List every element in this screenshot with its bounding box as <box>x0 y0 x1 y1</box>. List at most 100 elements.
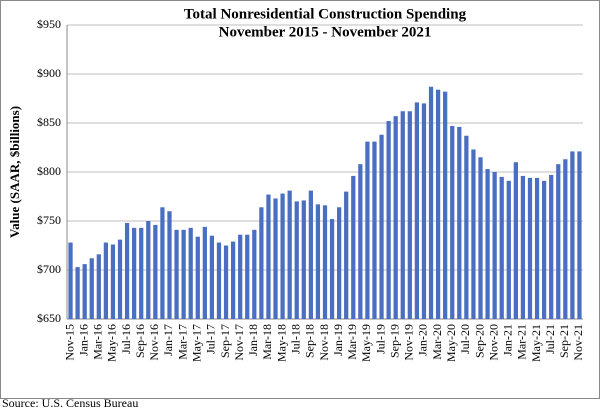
bar <box>160 207 165 319</box>
source-note: Source: U.S. Census Bureau <box>2 396 138 410</box>
x-tick-label: Jul-16 <box>119 324 133 354</box>
x-tick-label: Jul-19 <box>373 324 387 354</box>
bar <box>216 242 222 319</box>
chart-subtitle: November 2015 - November 2021 <box>219 24 432 40</box>
bar <box>492 172 497 319</box>
x-tick-label: Nov-20 <box>486 324 500 361</box>
bar <box>195 236 200 319</box>
bar <box>351 175 356 319</box>
x-tick-label: Mar-19 <box>345 324 359 360</box>
x-tick-label: Mar-20 <box>430 324 444 360</box>
bar <box>280 193 285 319</box>
x-tick-label: May-18 <box>274 324 288 362</box>
x-tick-label: Nov-18 <box>317 324 331 361</box>
bar <box>520 175 526 319</box>
bar <box>570 151 575 319</box>
bar <box>407 111 412 320</box>
x-tick-label: Jan-21 <box>501 324 515 356</box>
bar <box>287 190 292 319</box>
x-tick-label: Jan-17 <box>161 324 175 356</box>
x-tick-label: Sep-18 <box>303 324 317 358</box>
bar <box>400 111 405 320</box>
bar <box>301 200 306 319</box>
bar <box>428 86 434 320</box>
bar <box>75 267 80 319</box>
bar <box>181 229 186 319</box>
y-tick-label: $950 <box>37 17 61 31</box>
y-tick-label: $850 <box>37 115 61 129</box>
x-tick-label: May-17 <box>190 324 204 362</box>
bar <box>252 229 257 319</box>
x-tick-label: Jan-16 <box>76 324 90 356</box>
x-tick-label: Mar-16 <box>91 324 105 360</box>
x-tick-label: May-19 <box>359 324 373 362</box>
bar <box>443 91 448 319</box>
x-tick-label: Mar-18 <box>260 324 274 360</box>
x-tick-label: Nov-17 <box>232 324 246 361</box>
bar <box>117 239 123 319</box>
x-tick-label: Nov-16 <box>147 324 161 361</box>
x-tick-label: Jan-18 <box>246 324 260 356</box>
bar <box>188 227 193 319</box>
bar <box>563 159 568 319</box>
bar <box>259 207 264 319</box>
bar <box>577 151 582 319</box>
bar <box>209 235 215 319</box>
bar <box>556 164 561 319</box>
bar <box>202 226 207 319</box>
x-tick-label: Mar-21 <box>515 324 529 360</box>
bar <box>471 149 476 319</box>
bar <box>82 264 87 319</box>
bar <box>103 242 108 319</box>
x-tick-label: Jul-21 <box>543 324 557 354</box>
x-tick-label: Mar-17 <box>175 324 189 360</box>
x-tick-label: May-16 <box>105 324 119 362</box>
bar <box>308 190 313 319</box>
bar <box>139 227 144 319</box>
bar <box>542 180 547 319</box>
bar <box>167 211 172 319</box>
bar <box>457 126 462 319</box>
bar <box>329 219 335 319</box>
bar <box>124 222 130 319</box>
y-tick-label: $750 <box>37 213 61 227</box>
bar <box>245 234 250 319</box>
bar <box>379 134 384 319</box>
x-tick-label: Jan-19 <box>331 324 345 356</box>
bar <box>132 227 137 319</box>
x-tick-label: Jul-17 <box>204 324 218 354</box>
bar <box>506 180 511 319</box>
x-tick-label: Sep-19 <box>387 324 401 358</box>
x-tick-label: Nov-21 <box>571 324 585 361</box>
x-tick-label: Sep-20 <box>472 324 486 358</box>
y-tick-label: $700 <box>37 262 61 276</box>
x-tick-label: May-20 <box>444 324 458 362</box>
x-tick-label: Jul-18 <box>288 324 302 354</box>
bar <box>421 103 427 320</box>
x-tick-label: Jul-20 <box>458 324 472 354</box>
bar <box>322 205 328 319</box>
bar <box>315 204 321 319</box>
bar <box>513 162 518 319</box>
bar <box>110 244 116 319</box>
bar <box>365 141 370 319</box>
bar <box>499 176 504 319</box>
bar <box>337 207 342 319</box>
y-tick-label: $800 <box>37 164 61 178</box>
bar <box>96 254 101 319</box>
bar <box>146 221 151 319</box>
x-tick-label: Sep-21 <box>557 324 571 358</box>
bar <box>230 241 236 319</box>
y-tick-label: $900 <box>37 66 61 80</box>
bar <box>153 224 158 319</box>
x-tick-label: Jan-20 <box>416 324 430 356</box>
bar <box>223 245 229 319</box>
bar <box>266 194 271 319</box>
bar <box>485 169 490 319</box>
chart-title: Total Nonresidential Construction Spendi… <box>184 6 467 22</box>
bar <box>549 174 554 319</box>
bar <box>372 141 377 319</box>
bar <box>344 191 349 319</box>
bar <box>435 89 441 320</box>
x-tick-label: Sep-17 <box>218 324 232 358</box>
